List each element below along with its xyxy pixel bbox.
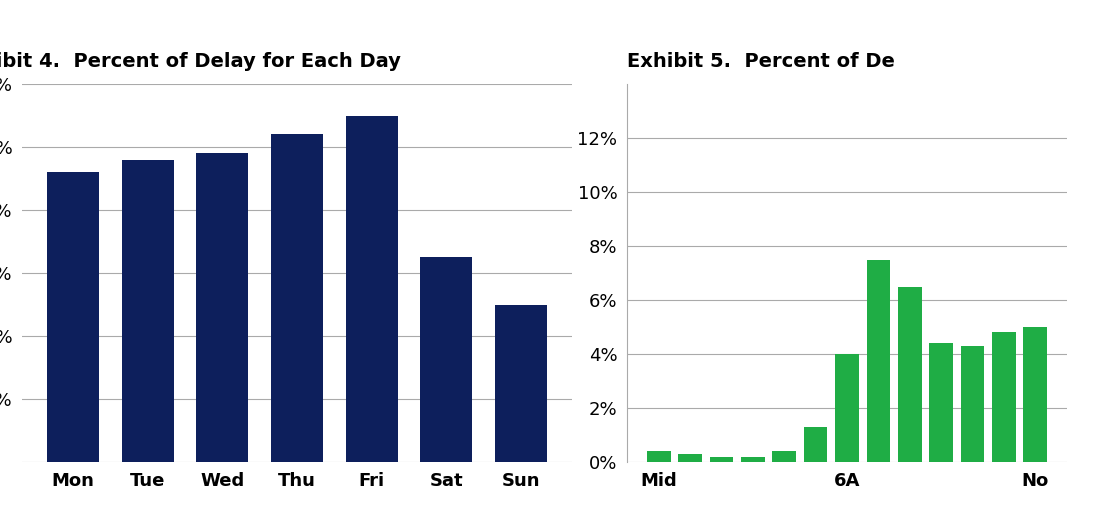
- Bar: [679, 454, 702, 462]
- Bar: [898, 287, 922, 462]
- Bar: [420, 257, 472, 462]
- Bar: [867, 259, 890, 462]
- Text: Exhibit 5.  Percent of De: Exhibit 5. Percent of De: [627, 52, 895, 71]
- Bar: [196, 153, 249, 462]
- Bar: [741, 457, 764, 462]
- Bar: [647, 451, 671, 462]
- Bar: [1023, 327, 1047, 462]
- Bar: [835, 354, 859, 462]
- Bar: [772, 451, 796, 462]
- Text: Exhibit 4.  Percent of Delay for Each Day: Exhibit 4. Percent of Delay for Each Day: [0, 52, 400, 71]
- Bar: [930, 343, 953, 462]
- Bar: [804, 427, 827, 462]
- Bar: [271, 134, 323, 462]
- Bar: [345, 116, 398, 462]
- Bar: [47, 172, 99, 462]
- Bar: [122, 160, 174, 462]
- Bar: [495, 304, 547, 462]
- Bar: [960, 346, 984, 462]
- Bar: [710, 457, 734, 462]
- Bar: [992, 332, 1015, 462]
